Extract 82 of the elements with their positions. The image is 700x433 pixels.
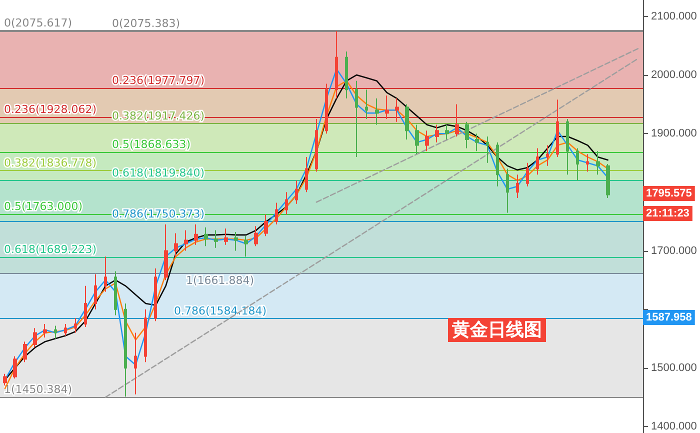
y-tick-label: 1700.000 — [651, 244, 697, 257]
candlestick — [566, 118, 569, 176]
candlestick — [375, 98, 379, 126]
candlestick — [174, 232, 178, 258]
candlestick — [33, 328, 37, 348]
y-tick-label: 1500.000 — [651, 362, 697, 374]
candlestick — [214, 230, 218, 248]
ref-line-label: 0(2075.617) — [4, 16, 72, 30]
candlestick — [486, 136, 489, 164]
candlestick — [234, 232, 238, 252]
candlestick — [164, 224, 168, 281]
candlestick — [23, 341, 27, 363]
candlestick — [395, 98, 399, 122]
candlestick — [455, 104, 459, 138]
ref-line-label: 0.786(1584.184) — [174, 304, 267, 318]
candlestick — [415, 124, 419, 155]
candlestick — [184, 230, 188, 252]
candlestick — [275, 202, 278, 225]
candlestick — [154, 268, 157, 322]
candlestick — [305, 156, 308, 193]
ref-line-label: 1(1450.384) — [4, 383, 72, 396]
candlestick — [325, 83, 328, 134]
candlestick — [224, 228, 228, 246]
candlestick — [576, 148, 579, 181]
candlestick — [365, 89, 368, 120]
candlestick — [475, 133, 479, 152]
candlestick — [556, 99, 559, 158]
candlestick — [104, 256, 107, 292]
candlestick — [3, 373, 7, 386]
candlestick — [425, 130, 429, 152]
candlestick — [536, 148, 539, 176]
candlestick — [405, 104, 409, 140]
candlestick — [355, 80, 358, 158]
candlestick — [13, 356, 17, 380]
ref-line-label: 0.382(1836.778) — [4, 156, 97, 170]
candlestick — [285, 192, 288, 215]
ref-line-label: 0.5(1763.000) — [4, 200, 83, 213]
candlestick — [445, 124, 449, 140]
candlestick — [315, 118, 318, 172]
candlestick — [546, 144, 549, 166]
candlestick — [465, 121, 469, 149]
text: 黄金日线图 — [451, 320, 542, 340]
candlestick — [64, 324, 67, 336]
candlestick — [74, 318, 77, 334]
candlestick — [264, 214, 268, 237]
ref-line-label: 0.618(1689.223) — [4, 243, 97, 256]
candlestick — [43, 324, 47, 338]
candlestick — [526, 162, 529, 187]
candlestick — [596, 150, 600, 176]
y-tick-label: 1900.000 — [651, 128, 697, 140]
text: 1587.958 — [646, 312, 692, 324]
candlestick — [124, 303, 127, 398]
text: 1795.575 — [646, 188, 692, 200]
candlestick — [385, 95, 389, 120]
candlestick — [254, 226, 258, 247]
text: 21:11:23 — [646, 208, 690, 220]
y-tick-label: 2000.000 — [651, 69, 697, 81]
candlestick — [506, 168, 509, 214]
ref-line-label: 1(1661.884) — [186, 274, 254, 288]
ref-line-label: 0.5(1868.633) — [112, 138, 191, 151]
candlestick — [496, 142, 499, 187]
candlestick — [194, 224, 198, 246]
candlestick — [114, 270, 117, 316]
y-tick-label: 2100.000 — [651, 10, 697, 22]
candlestick — [345, 51, 348, 99]
ref-line-label: 0.236(1977.797) — [112, 74, 205, 88]
candlestick — [435, 124, 439, 143]
candlestick — [144, 308, 147, 363]
candlestick — [54, 325, 57, 340]
candlestick — [335, 30, 338, 99]
candlestick — [295, 180, 298, 204]
candlestick — [84, 285, 87, 328]
candlestick — [204, 226, 208, 247]
candlestick — [134, 332, 137, 395]
candlestick — [94, 274, 97, 310]
candlestick — [244, 236, 248, 258]
candlestick — [606, 164, 610, 199]
candlestick — [586, 154, 589, 172]
y-tick-label: 1400.000 — [651, 420, 697, 433]
candlestick — [516, 174, 519, 199]
ref-line-label: 0.236(1928.062) — [4, 103, 97, 116]
ref-line-label: 0(2075.383) — [112, 16, 180, 30]
